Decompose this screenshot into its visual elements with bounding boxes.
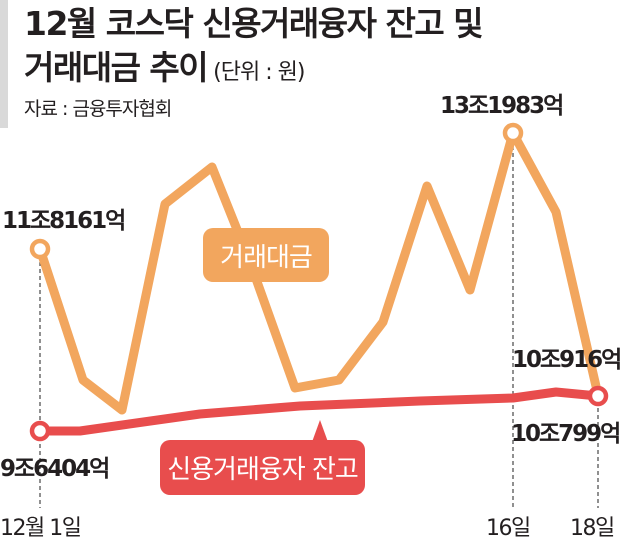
credit-balance-line: [35, 387, 603, 436]
chart-title-line1: 12월 코스닥 신용거래융자 잔고 및: [24, 4, 484, 43]
trading-peak-marker: [502, 122, 524, 144]
credit-badge-pointer: [312, 420, 328, 442]
credit-balance-legend-badge: 신용거래융자 잔고: [160, 440, 365, 495]
x-tick-dec18: 18일: [570, 516, 615, 541]
trading-start-label: 11조8161억: [2, 208, 126, 234]
trading-peak-label: 13조1983억: [440, 93, 564, 119]
chart-title-line2: 거래대금 추이 (단위 : 원): [24, 46, 305, 95]
credit-start-marker: [29, 420, 51, 442]
credit-end-label: 10조799억: [511, 421, 621, 447]
trading-start-marker: [29, 238, 51, 260]
trading-value-line: [35, 128, 603, 415]
chart-title-text: 거래대금 추이: [24, 48, 209, 87]
credit-start-label: 9조6404억: [0, 456, 110, 482]
title-accent-bar: [0, 0, 8, 128]
x-tick-dec16: 16일: [486, 516, 531, 541]
credit-end-marker: [587, 385, 609, 407]
source-label: 자료 : 금융투자협회: [24, 98, 172, 120]
unit-label: (단위 : 원): [213, 60, 305, 85]
x-tick-dec1: 12월 1일: [0, 516, 82, 541]
trading-value-legend-badge: 거래대금: [203, 228, 329, 282]
trading-end-label: 10조916억: [512, 347, 622, 373]
